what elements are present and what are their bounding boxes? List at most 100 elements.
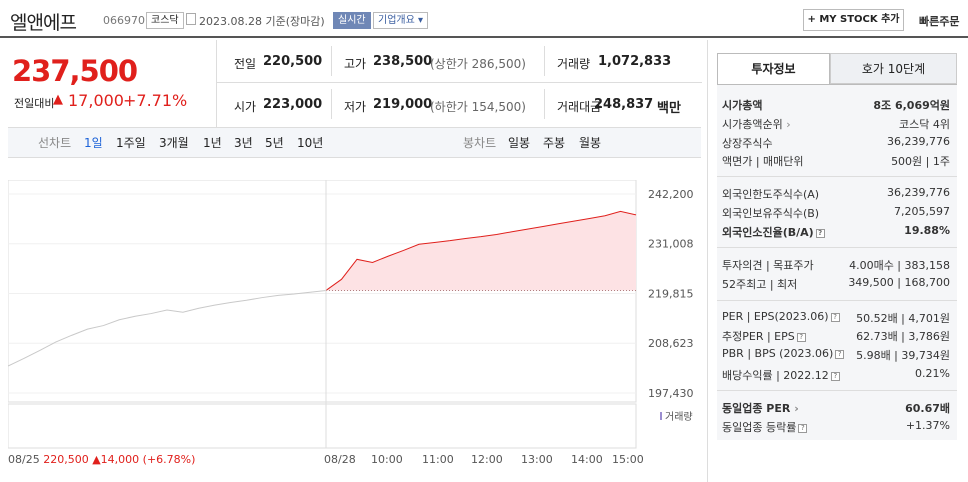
volume-value: 1,072,833 [598, 54, 672, 69]
invest-row-label-text: 시가총액순위 [722, 118, 783, 131]
upper-limit: (상한가 286,500) [430, 57, 526, 71]
help-icon[interactable]: ? [798, 423, 808, 433]
y-tick-label: 197,430 [648, 387, 694, 400]
tab-5year[interactable]: 5년 [265, 136, 284, 150]
x-tick-label: 11:00 [422, 453, 454, 466]
company-info-label: 기업개요 [378, 15, 415, 26]
x-tick-label: 10:00 [371, 453, 403, 466]
high-value: 238,500 [373, 54, 433, 69]
invest-row-value: 0.21% [915, 367, 950, 380]
prev-day-summary: 08/25 220,500 ▲14,000 (+6.78%) [8, 453, 195, 466]
divider [544, 89, 545, 119]
help-icon[interactable]: ? [835, 349, 845, 359]
chart-period-bar [8, 127, 701, 158]
invest-row-label-text: 동일업종 PER [722, 402, 791, 415]
divider [331, 89, 332, 119]
invest-row-label: 외국인소진율(B/A)? [722, 224, 825, 240]
x-tick-label: 13:00 [521, 453, 553, 466]
invest-row-label-text: 액면가 | 매매단위 [722, 155, 804, 168]
chevron-down-icon: ▾ [418, 15, 424, 26]
open-value: 223,000 [263, 97, 323, 112]
volume-legend-label: 거래량 [665, 411, 693, 423]
invest-panel [707, 40, 968, 482]
invest-row-value: 7,205,597 [894, 205, 950, 218]
divider [717, 390, 957, 391]
invest-row-value: 50.52배 | 4,701원 [856, 312, 950, 325]
tab-1year[interactable]: 1년 [203, 136, 222, 150]
quick-order-button[interactable]: 빠른주문 [919, 15, 960, 28]
divider [717, 300, 957, 301]
calendar-icon [186, 13, 196, 25]
invest-row-value: 4.00매수 | 383,158 [849, 259, 950, 272]
y-tick-label: 231,008 [648, 238, 694, 251]
invest-row-label-text: 외국인보유주식수(B) [722, 207, 820, 220]
change-percent: +7.71% [123, 91, 188, 110]
invest-row-value: 349,500 | 168,700 [848, 276, 950, 289]
stock-name: 엘앤에프 [10, 12, 77, 34]
tab-monthly-candle[interactable]: 월봉 [579, 136, 602, 150]
x-tick-label: 08/28 [324, 453, 356, 466]
help-icon[interactable]: ? [796, 332, 806, 342]
invest-row-value: 코스닥 4위 [899, 118, 950, 131]
invest-row-label-text: PER | EPS(2023.06) [722, 310, 829, 323]
tab-1week[interactable]: 1주일 [116, 136, 146, 150]
volume-label: 거래량 [557, 57, 591, 71]
invest-row-label: 액면가 | 매매단위 [722, 153, 804, 169]
up-arrow-icon: ▲ [53, 92, 63, 107]
help-icon[interactable]: ? [830, 371, 840, 381]
invest-row-value: 36,239,776 [887, 135, 950, 148]
amount-unit: 백만 [657, 101, 681, 116]
price-chart: 242,200 231,008 219,815 208,623 197,430 거래량 08… [8, 180, 694, 466]
invest-row-label: 상장주식수 [722, 135, 773, 151]
candle-chart-label: 봉차트 [463, 136, 497, 150]
invest-row-label: 투자의견 | 목표주가 [722, 257, 814, 273]
invest-row-label-text: 52주최고 | 최저 [722, 278, 798, 291]
today-line [325, 210, 637, 291]
invest-row-label: 외국인보유주식수(B) [722, 205, 819, 221]
invest-row-label-text: 시가총액 [722, 99, 763, 112]
divider [717, 247, 957, 248]
tab-3year[interactable]: 3년 [234, 136, 253, 150]
amount-label: 거래대금 [557, 100, 602, 114]
lower-limit: (하한가 154,500) [430, 100, 526, 114]
tab-3month[interactable]: 3개월 [159, 136, 189, 150]
invest-row-label[interactable]: 동일업종 PER › [722, 400, 799, 416]
invest-row-label-text: 상장주식수 [722, 137, 773, 150]
invest-row-label-text: PBR | BPS (2023.06) [722, 347, 834, 360]
high-label: 고가 [344, 57, 367, 71]
change-label: 전일대비 [14, 97, 55, 110]
tab-invest-info[interactable]: 투자정보 [717, 53, 830, 84]
invest-row-value: 60.67배 [905, 402, 950, 415]
invest-row-label-text: 외국인소진율(B/A) [722, 226, 814, 239]
invest-row-value: +1.37% [905, 419, 950, 432]
today-area [326, 211, 636, 291]
y-tick-label: 208,623 [648, 337, 694, 350]
add-mystock-button[interactable]: + MY STOCK 추가 [803, 9, 904, 31]
x-tick-label: 15:00 [612, 453, 644, 466]
divider [216, 82, 702, 83]
invest-row-label: 52주최고 | 최저 [722, 276, 797, 292]
company-info-dropdown[interactable]: 기업개요 ▾ [373, 12, 429, 29]
tab-orderbook[interactable]: 호가 10단계 [830, 53, 957, 84]
prev-day-line [8, 289, 327, 367]
x-tick-label: 12:00 [471, 453, 503, 466]
tab-1day[interactable]: 1일 [84, 136, 103, 150]
divider [717, 176, 957, 177]
tab-10year[interactable]: 10년 [297, 136, 324, 150]
invest-row-label: 동일업종 등락률? [722, 419, 808, 435]
help-icon[interactable]: ? [830, 312, 840, 322]
invest-info-body [717, 84, 957, 440]
tab-weekly-candle[interactable]: 주봉 [543, 136, 566, 150]
prev-close-value: 220,500 [263, 54, 323, 69]
realtime-button[interactable]: 실시간 [333, 12, 371, 29]
invest-row-label: PER | EPS(2023.06)? [722, 310, 840, 323]
chevron-right-icon: › [790, 402, 799, 415]
help-icon[interactable]: ? [815, 228, 825, 238]
invest-row-value: 19.88% [904, 224, 950, 237]
tab-daily-candle[interactable]: 일봉 [508, 136, 531, 150]
invest-row-label-text: 외국인한도주식수(A) [722, 188, 820, 201]
invest-row-label[interactable]: 시가총액순위 › [722, 116, 791, 132]
invest-row-label-text: 배당수익률 | 2022.12 [722, 369, 829, 382]
stock-code: 066970 [103, 14, 145, 27]
x-tick-label: 14:00 [571, 453, 603, 466]
